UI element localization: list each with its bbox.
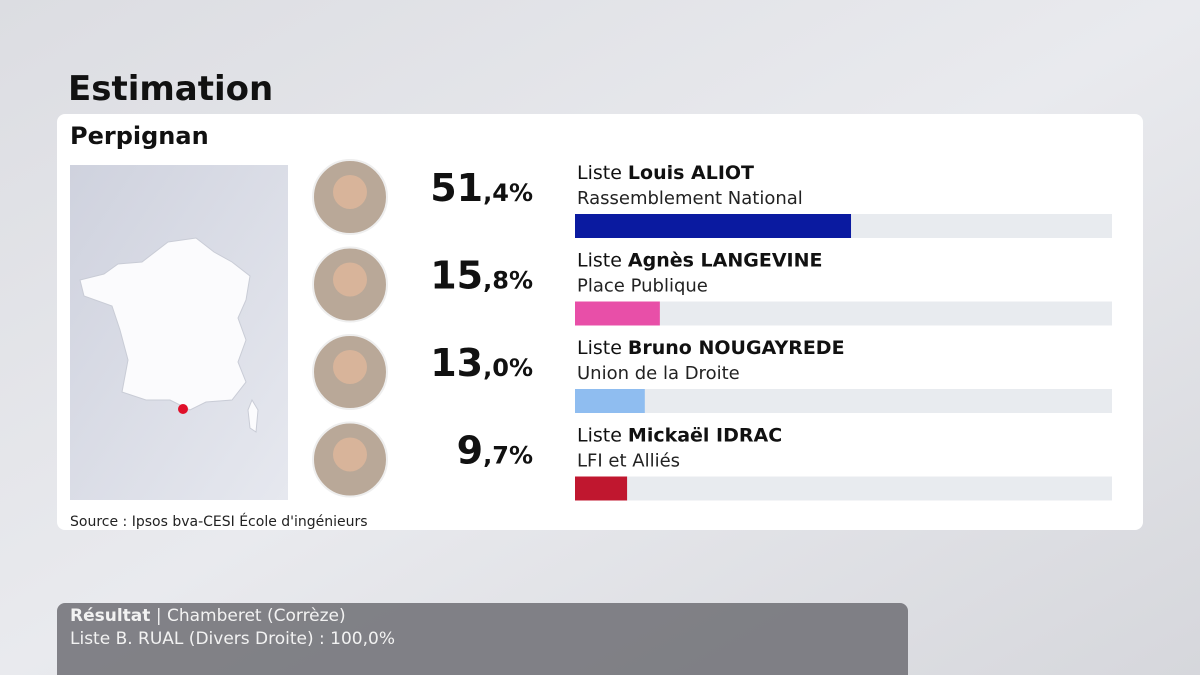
list-prefix: Liste: [577, 162, 622, 184]
value-label: 13,0%: [430, 341, 533, 385]
party: Rassemblement National: [577, 188, 803, 209]
list-prefix: Liste: [577, 250, 622, 272]
value-int: 9: [457, 429, 483, 473]
city-marker: [178, 404, 188, 414]
value-label: 9,7%: [457, 429, 533, 473]
photo-face: [333, 437, 367, 472]
bar-track: [575, 476, 1112, 501]
bar-track: [575, 389, 1112, 413]
party: Union de la Droite: [577, 363, 740, 384]
candidate-name: Mickaël IDRAC: [628, 425, 782, 447]
candidate: Liste Agnès LANGEVINE: [577, 250, 823, 272]
value-dec: ,7%: [483, 442, 533, 470]
party: LFI et Alliés: [577, 451, 680, 472]
title: Estimation: [68, 69, 273, 109]
ticker-head: Résultat | Chamberet (Corrèze): [70, 606, 346, 626]
value-label: 15,8%: [430, 254, 533, 298]
bar: [575, 389, 645, 413]
bar: [575, 301, 660, 326]
value-label: 51,4%: [430, 166, 533, 210]
list-prefix: Liste: [577, 425, 622, 447]
value-dec: ,8%: [483, 267, 533, 295]
candidate: Liste Bruno NOUGAYREDE: [577, 337, 845, 359]
ticker-line: Liste B. RUAL (Divers Droite) : 100,0%: [70, 629, 395, 649]
candidate: Liste Mickaël IDRAC: [577, 425, 782, 447]
ticker-separator: |: [156, 606, 162, 626]
ticker-label: Résultat: [70, 606, 150, 626]
candidate-name: Bruno NOUGAYREDE: [628, 337, 845, 359]
ticker-box: [57, 603, 908, 675]
corsica: [247, 398, 259, 433]
candidate-name: Agnès LANGEVINE: [628, 250, 823, 272]
list-prefix: Liste: [577, 337, 622, 359]
candidate: Liste Louis ALIOT: [577, 162, 754, 184]
source: Source : Ipsos bva-CESI École d'ingénieu…: [70, 513, 368, 530]
value-dec: ,4%: [483, 179, 533, 207]
party: Place Publique: [577, 276, 708, 297]
photo-face: [333, 175, 367, 209]
bar: [575, 214, 852, 238]
photo-face: [333, 262, 367, 297]
candidate-name: Louis ALIOT: [628, 162, 754, 184]
value-int: 15: [430, 254, 483, 298]
ticker-place: Chamberet (Corrèze): [167, 606, 346, 626]
photo-face: [333, 350, 367, 384]
france-map: [79, 237, 251, 411]
bar: [575, 476, 628, 501]
value-int: 13: [430, 341, 483, 385]
subtitle: Perpignan: [70, 122, 209, 150]
value-int: 51: [430, 166, 483, 210]
bar-track: [575, 301, 1112, 326]
value-dec: ,0%: [483, 354, 533, 382]
